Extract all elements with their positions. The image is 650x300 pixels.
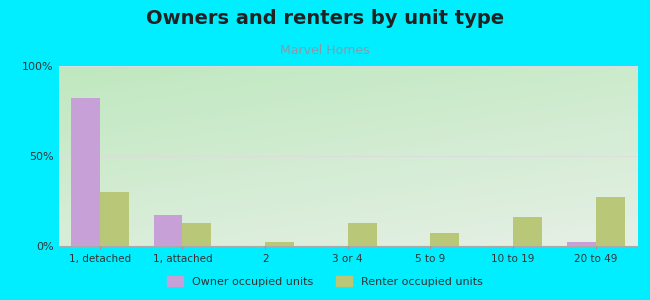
Bar bbox=[153, 215, 183, 246]
Text: Marvel Homes: Marvel Homes bbox=[280, 44, 370, 56]
Bar bbox=[100, 192, 129, 246]
Bar bbox=[513, 217, 542, 246]
Bar bbox=[183, 223, 211, 246]
Bar bbox=[430, 233, 460, 246]
Bar bbox=[265, 242, 294, 246]
Bar bbox=[71, 98, 100, 246]
Bar bbox=[567, 242, 595, 246]
Text: Owners and renters by unit type: Owners and renters by unit type bbox=[146, 9, 504, 28]
Legend: Owner occupied units, Renter occupied units: Owner occupied units, Renter occupied un… bbox=[162, 272, 488, 291]
Bar bbox=[595, 197, 625, 246]
Bar bbox=[348, 223, 377, 246]
